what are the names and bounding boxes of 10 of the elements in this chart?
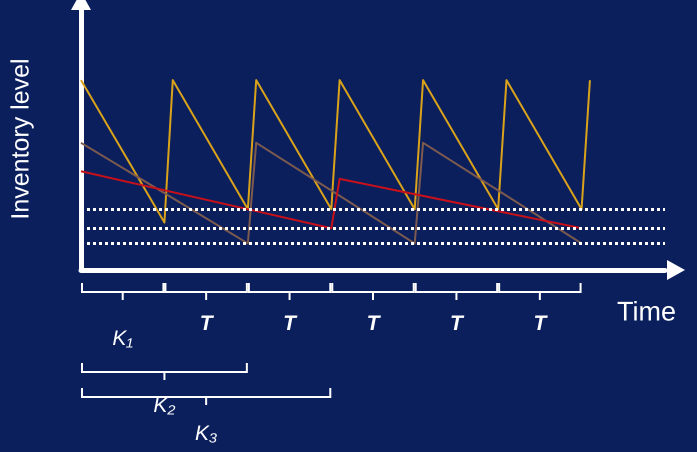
text: K₃: [194, 422, 218, 445]
text: T: [450, 312, 466, 335]
text: T: [366, 312, 382, 335]
text: K₂: [153, 394, 176, 417]
text: K₁: [112, 327, 134, 350]
text: T: [200, 312, 215, 335]
text: T: [533, 312, 548, 335]
text: T: [283, 312, 298, 335]
y-axis-title: Inventory level: [6, 58, 34, 220]
x-axis-title: Time: [617, 296, 676, 326]
